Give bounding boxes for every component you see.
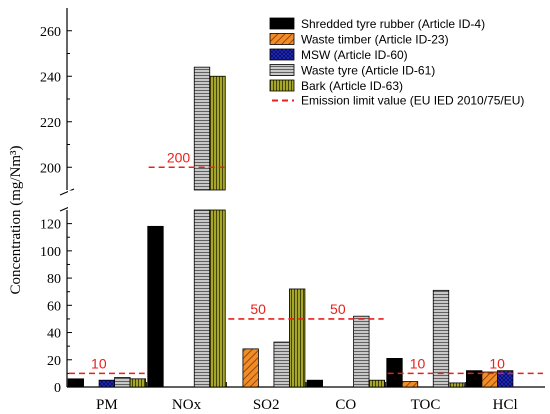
limit-label: 10 [91, 355, 107, 371]
y-tick-label: 80 [47, 272, 61, 287]
bar [481, 371, 498, 388]
limit-label: 200 [167, 149, 191, 165]
bar [209, 209, 226, 388]
bar [67, 378, 84, 388]
legend: Shredded tyre rubber (Article ID-4) Waste… [269, 17, 524, 108]
limit-label: 10 [489, 355, 505, 371]
legend-swatch [269, 64, 295, 76]
y-tick-label: 260 [40, 25, 61, 40]
legend-swatch [269, 48, 295, 61]
bar [448, 382, 465, 388]
bar [147, 225, 164, 388]
limit-label: 50 [330, 301, 346, 317]
bar [193, 66, 211, 191]
bar [193, 209, 211, 388]
y-tick-label: 200 [40, 161, 61, 176]
bar [273, 341, 290, 388]
bar [209, 75, 226, 191]
legend-label: Emission limit value (EU IED 2010/75/EU) [301, 94, 524, 108]
legend-label: Bark (Article ID-63) [301, 79, 403, 93]
limit-label: 10 [410, 355, 426, 371]
y-tick-label: 20 [47, 354, 61, 369]
y-axis-label: Concentration (mg/Nm³) [8, 145, 24, 294]
bar [306, 379, 323, 388]
x-tick-label: PM [96, 397, 118, 413]
axis-break-band [68, 190, 546, 210]
y-tick-label: 40 [47, 327, 61, 342]
x-tick-label: CO [335, 397, 356, 413]
legend-label: Shredded tyre rubber (Article ID-4) [301, 17, 485, 31]
legend-swatch [269, 17, 295, 30]
x-tick-label: NOx [172, 397, 202, 413]
legend-label: MSW (Article ID-60) [301, 48, 408, 62]
bar [401, 381, 419, 388]
y-tick-label: 60 [47, 299, 61, 314]
bar [289, 288, 306, 388]
y-tick-label: 220 [40, 116, 61, 131]
legend-label: Waste timber (Article ID-23) [301, 33, 449, 47]
bar [98, 379, 115, 388]
y-tick-label: 0 [54, 381, 61, 396]
x-tick-label: TOC [411, 397, 441, 413]
limit-label: 50 [250, 301, 266, 317]
legend-label: Waste tyre (Article ID-61) [301, 64, 435, 78]
y-tick-label: 100 [40, 245, 61, 260]
bar [497, 370, 514, 388]
bar [114, 377, 131, 388]
x-tick-label: HCl [493, 397, 518, 413]
bar [368, 379, 385, 388]
bar [129, 378, 146, 388]
y-tick-label: 240 [40, 70, 61, 85]
x-tick-label: SO2 [253, 397, 280, 413]
bar [432, 289, 450, 388]
bar [353, 315, 370, 388]
legend-swatch [269, 33, 295, 45]
y-tick-label: 120 [40, 218, 61, 233]
plot-area: 0 20 40 60 80 100 120 200 220 240 260 PM NOx SO2 CO TOC… [40, 8, 546, 413]
legend-swatch [269, 79, 295, 92]
bar [242, 348, 259, 388]
